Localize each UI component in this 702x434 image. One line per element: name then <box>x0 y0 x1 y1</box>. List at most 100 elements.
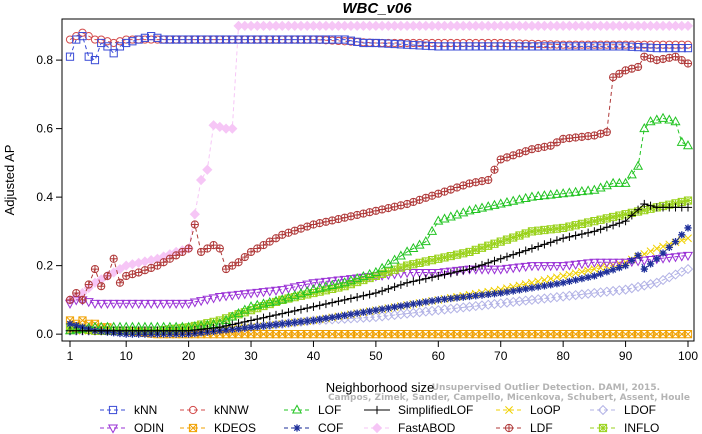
data-point-knn <box>172 35 181 44</box>
legend-label: LoOP <box>530 403 561 417</box>
data-point-cof <box>640 265 648 273</box>
data-point-ldf <box>184 244 193 253</box>
data-point-knn <box>109 49 118 58</box>
data-point-odin <box>283 284 294 294</box>
legend-swatch-marker <box>598 423 608 433</box>
data-point-lof <box>483 201 494 211</box>
data-point-cof <box>497 289 505 297</box>
y-tick-label: 0.4 <box>36 190 53 204</box>
data-point-knn <box>309 35 318 44</box>
data-point-knn <box>677 44 686 53</box>
data-point-simplifiedlof <box>196 325 206 334</box>
data-point-odin <box>146 299 157 309</box>
data-point-lof <box>670 116 681 126</box>
data-point-simplifiedlof <box>440 270 449 279</box>
data-point-knn <box>328 35 337 44</box>
data-point-cof <box>565 277 573 285</box>
data-point-simplifiedlof <box>427 273 437 282</box>
data-point-lof <box>639 122 650 133</box>
data-point-odin <box>96 299 107 309</box>
data-point-knn <box>633 42 643 52</box>
legend-label: FastABOD <box>398 421 456 434</box>
data-point-inflo <box>409 260 418 269</box>
data-point-knn <box>515 42 524 51</box>
data-point-simplifiedlof <box>546 238 555 247</box>
data-point-odin <box>558 262 569 272</box>
data-point-cof <box>234 325 243 333</box>
data-point-cof <box>284 319 293 327</box>
data-point-simplifiedlof <box>296 305 306 314</box>
data-point-odin <box>320 277 331 288</box>
data-point-knn <box>128 37 137 46</box>
data-point-cof <box>278 320 286 328</box>
legend-swatch-marker <box>504 423 514 433</box>
data-point-inflo <box>590 217 599 226</box>
x-tick-label: 50 <box>369 349 383 363</box>
data-point-odin <box>414 268 425 279</box>
data-point-inflo <box>465 247 474 257</box>
data-point-simplifiedlof <box>627 211 636 220</box>
data-point-lof <box>614 177 625 187</box>
data-point-cof <box>347 310 355 318</box>
data-point-knn <box>602 42 611 51</box>
data-point-knn <box>278 35 287 44</box>
data-point-lof <box>439 213 450 223</box>
data-point-simplifiedlof <box>683 203 693 212</box>
data-point-simplifiedlof <box>540 240 549 249</box>
data-point-ldf <box>484 175 493 185</box>
data-point-simplifiedlof <box>184 326 193 335</box>
data-point-lof <box>320 281 331 291</box>
data-point-simplifiedlof <box>596 225 605 234</box>
data-point-odin <box>564 261 575 271</box>
data-point-cof <box>222 326 230 334</box>
data-point-odin <box>127 299 138 309</box>
data-point-lof <box>333 278 344 288</box>
data-point-knn <box>134 35 143 44</box>
data-point-inflo <box>396 263 405 272</box>
data-point-simplifiedlof <box>228 320 237 329</box>
y-tick-label: 0.6 <box>36 122 53 136</box>
data-point-cof <box>634 251 642 259</box>
data-point-knn <box>140 33 150 42</box>
data-point-odin <box>189 298 200 308</box>
data-point-cof <box>478 291 486 299</box>
data-point-fastabod <box>202 164 213 175</box>
data-point-knn <box>265 35 274 44</box>
data-point-lof <box>545 189 556 199</box>
data-point-inflo <box>565 222 574 231</box>
data-point-cof <box>503 288 511 296</box>
data-point-inflo <box>234 310 243 319</box>
data-point-odin <box>570 260 581 270</box>
data-point-inflo <box>290 293 299 302</box>
x-tick-label: 20 <box>182 349 196 363</box>
data-point-cof <box>422 298 430 306</box>
legend-item-lof: LOF <box>284 403 341 417</box>
data-point-inflo <box>496 237 505 246</box>
data-point-simplifiedlof <box>346 294 356 303</box>
data-point-odin <box>551 262 562 272</box>
data-point-inflo <box>415 258 424 267</box>
x-tick-label: 40 <box>307 349 321 363</box>
data-point-cof <box>447 294 455 303</box>
legend-label: SimplifiedLOF <box>398 403 473 417</box>
data-point-simplifiedlof <box>303 304 312 313</box>
data-point-lof <box>458 207 469 217</box>
data-point-lof <box>445 211 456 221</box>
data-point-ldf <box>633 62 643 72</box>
data-point-lof <box>427 225 438 235</box>
data-point-cof <box>72 321 80 330</box>
data-point-knn <box>384 39 393 48</box>
legend-swatch-marker <box>371 422 383 434</box>
y-axis-label: Adjusted AP <box>2 145 17 216</box>
data-point-odin <box>508 264 519 274</box>
data-point-odin <box>171 299 182 309</box>
data-point-knn <box>165 35 174 44</box>
data-point-knn <box>552 42 562 51</box>
data-point-knn <box>315 35 324 44</box>
data-point-knn <box>640 43 649 52</box>
legend-swatch-marker <box>107 424 119 434</box>
data-point-odin <box>545 262 556 272</box>
data-point-lof <box>551 188 562 198</box>
data-point-cof <box>440 295 449 303</box>
data-point-knn <box>615 42 624 51</box>
